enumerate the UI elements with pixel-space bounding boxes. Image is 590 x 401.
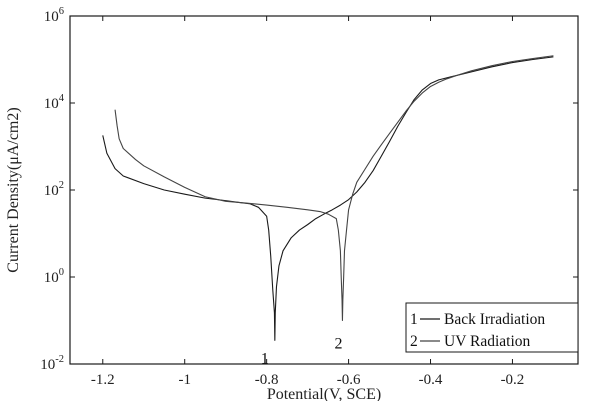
legend-items: 1 Back Irradiation 2 UV Radiation [410,311,545,350]
legend-item: 1 Back Irradiation [410,311,545,328]
y-axis-label: Current Density(μA/cm2) [5,107,22,272]
legend-label: UV Radiation [444,333,530,350]
curves-layer [102,55,554,341]
legend: 1 Back Irradiation 2 UV Radiation [405,302,579,353]
y-tick-label: 106 [44,6,64,25]
y-tick-label: 104 [44,93,65,112]
y-tick-label: 102 [44,180,64,199]
x-axis-label: Potential(V, SCE) [267,386,381,401]
y-tick-label: 100 [44,267,64,286]
x-tick-label: -0.6 [337,372,361,388]
legend-label: Back Irradiation [444,311,545,328]
curve-annotations: 12 [261,335,343,367]
legend-number: 1 [410,311,418,328]
legend-item: 2 UV Radiation [410,333,530,350]
legend-number: 2 [410,333,418,350]
legend-box [405,302,579,353]
curve-number-label: 1 [261,351,269,368]
y-tick-label: 10-2 [40,354,64,373]
x-tick-label: -0.8 [255,372,279,388]
y-axis: 10-2 100 102 104 106 [40,6,578,373]
x-axis: -1.2 -1 -0.8 -0.6 -0.4 -0.2 [91,16,524,388]
x-tick-label: -1 [178,372,191,388]
series-line-2 [114,55,554,322]
curve-number-label: 2 [334,335,342,352]
x-tick-label: -1.2 [91,372,115,388]
x-tick-label: -0.2 [501,372,525,388]
x-tick-label: -0.4 [419,372,443,388]
